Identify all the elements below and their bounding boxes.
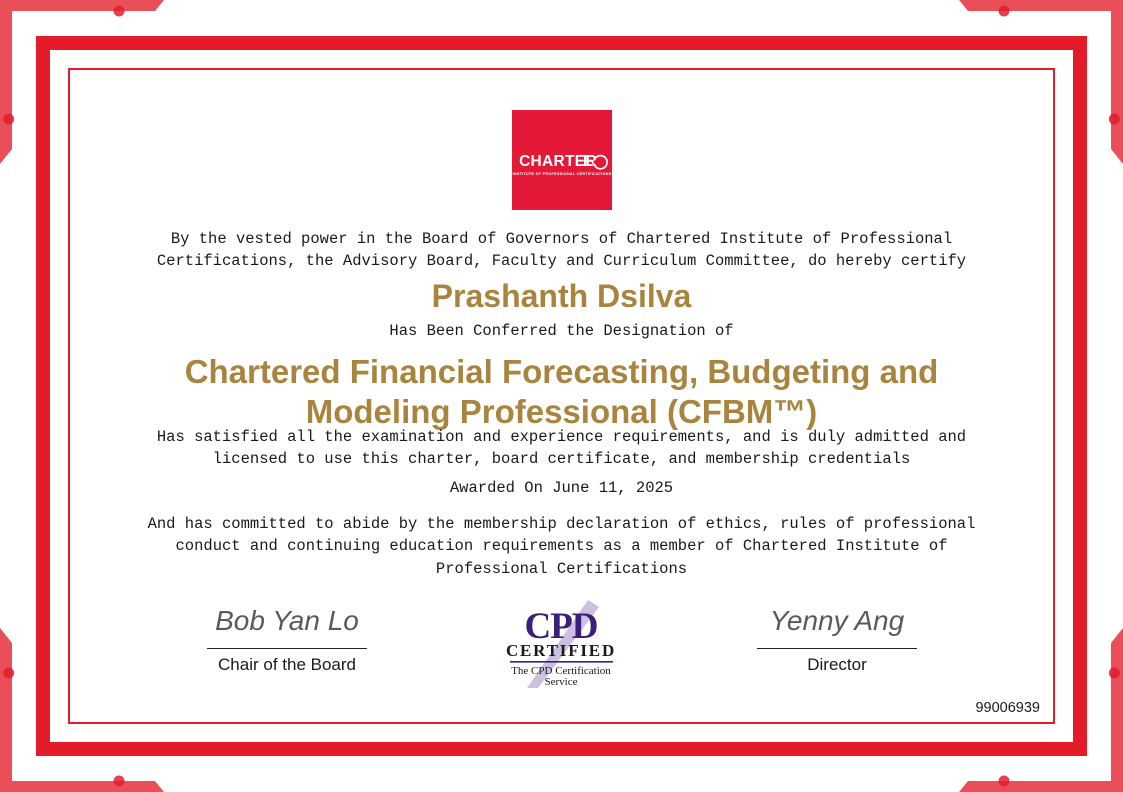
svg-text:E: E — [583, 153, 594, 170]
svg-text:Bob Yan Lo: Bob Yan Lo — [215, 605, 359, 636]
svg-text:Service: Service — [545, 676, 578, 688]
svg-text:Yenny Ang: Yenny Ang — [770, 605, 905, 636]
svg-text:INSTITUTE OF PROFESSIONAL CERT: INSTITUTE OF PROFESSIONAL CERTIFICATIONS — [513, 172, 612, 176]
svg-text:CERTIFIED: CERTIFIED — [506, 641, 616, 660]
